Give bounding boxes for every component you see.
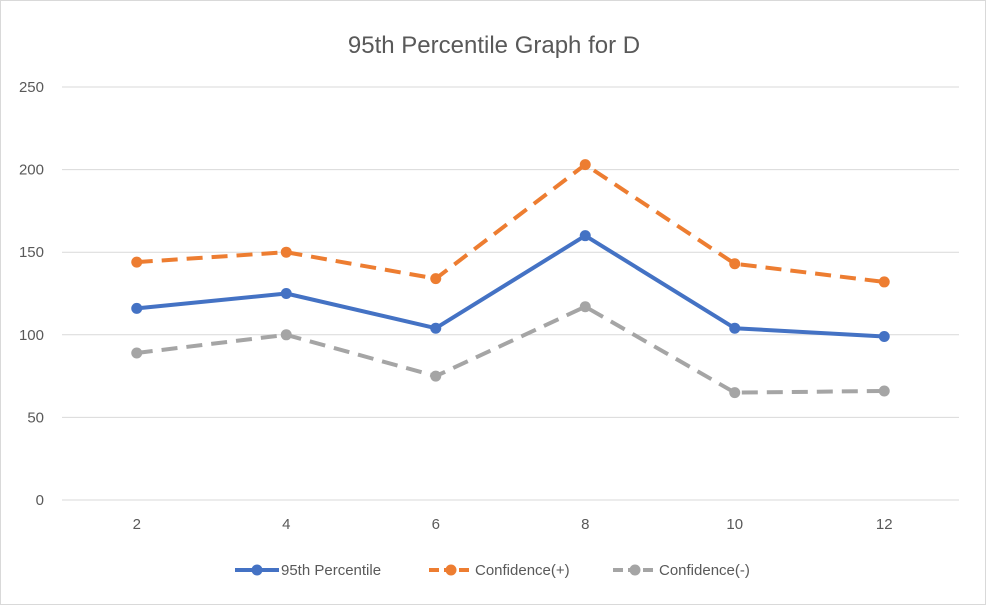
series-3 bbox=[131, 301, 890, 399]
legend-swatch-marker bbox=[629, 564, 641, 576]
legend-item: 95th Percentile bbox=[235, 562, 381, 579]
y-tick-label: 150 bbox=[19, 244, 44, 261]
y-tick-label: 0 bbox=[36, 492, 44, 509]
y-axis-ticks: 0 50 100 150 200 250 bbox=[19, 79, 44, 509]
data-point bbox=[579, 230, 591, 242]
x-axis-ticks: 2 4 6 8 10 12 bbox=[133, 516, 893, 533]
x-tick-label: 10 bbox=[726, 516, 743, 533]
series-line bbox=[136, 162, 885, 284]
legend-label: Confidence(-) bbox=[659, 562, 750, 579]
y-tick-label: 250 bbox=[19, 79, 44, 96]
data-point bbox=[131, 347, 143, 359]
data-point bbox=[430, 370, 442, 382]
data-point bbox=[430, 322, 442, 334]
legend-item: Confidence(-) bbox=[613, 562, 750, 579]
data-point bbox=[729, 258, 741, 270]
x-tick-label: 2 bbox=[133, 516, 141, 533]
x-tick-label: 8 bbox=[581, 516, 589, 533]
gridlines bbox=[62, 86, 959, 501]
legend-swatch-marker bbox=[445, 564, 457, 576]
data-point bbox=[579, 301, 591, 313]
series-line bbox=[136, 233, 885, 339]
chart-title: 95th Percentile Graph for D bbox=[348, 32, 640, 59]
legend-label: 95th Percentile bbox=[281, 562, 381, 579]
data-point bbox=[131, 256, 143, 268]
legend-label: Confidence(+) bbox=[475, 562, 570, 579]
series-2 bbox=[131, 159, 890, 288]
legend-item: Confidence(+) bbox=[429, 562, 570, 579]
y-tick-label: 50 bbox=[27, 409, 44, 426]
series-line bbox=[136, 304, 885, 395]
y-tick-label: 100 bbox=[19, 327, 44, 344]
data-point bbox=[878, 276, 890, 288]
legend-swatch-marker bbox=[251, 564, 263, 576]
series-1 bbox=[131, 230, 890, 342]
x-tick-label: 6 bbox=[432, 516, 440, 533]
data-point bbox=[729, 387, 741, 399]
data-point bbox=[280, 246, 292, 258]
data-point bbox=[878, 385, 890, 397]
x-tick-label: 12 bbox=[876, 516, 893, 533]
data-point bbox=[729, 322, 741, 334]
x-tick-label: 4 bbox=[282, 516, 290, 533]
data-point bbox=[579, 159, 591, 171]
data-point bbox=[878, 330, 890, 342]
legend: 95th Percentile Confidence(+) Confidence(-… bbox=[235, 562, 750, 579]
data-point bbox=[430, 273, 442, 285]
y-tick-label: 200 bbox=[19, 162, 44, 179]
data-point bbox=[131, 302, 143, 314]
series-layer bbox=[131, 159, 890, 399]
data-point bbox=[280, 329, 292, 341]
data-point bbox=[280, 288, 292, 299]
